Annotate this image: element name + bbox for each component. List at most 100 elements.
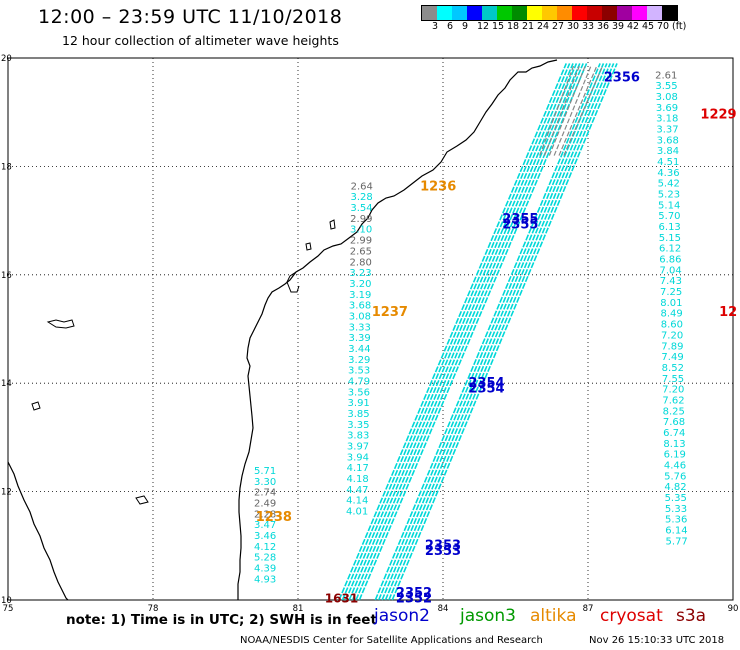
wave-height-value: 3.97 (347, 442, 369, 453)
wave-height-value: 5.35 (665, 493, 687, 504)
wave-height-value: 5.70 (658, 211, 680, 222)
wave-height-value: 3.35 (347, 420, 369, 431)
lon-tick-label: 84 (438, 604, 449, 614)
colorbar-label: 39 (612, 21, 625, 32)
swath-track-line (374, 63, 601, 601)
colorbar-unit: (ft) (672, 21, 687, 32)
wave-height-value: 3.19 (349, 290, 371, 301)
orbit-label: 2353 (425, 544, 461, 559)
wave-height-value: 8.60 (661, 320, 683, 331)
island-3 (135, 495, 149, 505)
colorbar-label: 27 (552, 21, 565, 32)
wave-height-value: 8.25 (663, 406, 685, 417)
swath-track-line (381, 63, 608, 601)
lake-1 (329, 219, 336, 230)
lon-tick-label: 78 (148, 604, 159, 614)
map-title: 12:00 – 23:59 UTC 11/10/2018 (38, 6, 343, 28)
wave-height-value: 3.91 (348, 398, 370, 409)
colorbar-swatch (662, 6, 677, 20)
swath-track-line (358, 63, 588, 601)
swath-track-line (563, 65, 604, 156)
wave-height-value: 3.44 (348, 344, 370, 355)
colorbar-label: 36 (597, 21, 610, 32)
lat-tick-label: 14 (1, 379, 12, 389)
wave-height-value: 2.28 (254, 509, 276, 520)
orbit-label: 2352 (396, 591, 432, 606)
wave-height-value: 4.47 (346, 485, 368, 496)
legend-jason3: jason3 (460, 606, 516, 626)
wave-height-value: 3.08 (656, 92, 678, 103)
map-frame (7, 57, 734, 601)
colorbar-swatch (452, 6, 467, 20)
island-2 (31, 401, 41, 411)
wave-height-value: 6.12 (659, 244, 681, 255)
wave-height-value: 2.49 (254, 498, 276, 509)
axis-tick-labels: 75 78 81 84 87 90 10 12 14 16 18 20 (1, 54, 738, 614)
colorbar-swatch (632, 6, 647, 20)
wave-height-value: 7.55 (662, 374, 684, 385)
wave-height-value: 3.68 (657, 135, 679, 146)
wave-height-value: 3.84 (657, 146, 679, 157)
wave-height-value: 4.39 (254, 563, 276, 574)
wave-height-value: 3.28 (350, 192, 372, 203)
wave-height-value: 5.33 (665, 504, 687, 515)
wave-height-value: 3.46 (254, 531, 276, 542)
wave-height-value: 3.29 (348, 355, 370, 366)
colorbar-swatch (557, 6, 572, 20)
coastline-east-india (237, 59, 558, 600)
colorbar-swatch (482, 6, 497, 20)
colorbar-label: 6 (447, 21, 454, 32)
wave-height-value: 4.18 (346, 474, 368, 485)
lat-lon-grid (8, 58, 733, 600)
swath-track-line (348, 63, 578, 601)
orbit-label: 1229 (700, 107, 736, 122)
colorbar-swatch (617, 6, 632, 20)
colorbar-swatch (647, 6, 662, 20)
orbit-label: 1238 (256, 510, 292, 525)
wave-height-value: 7.89 (661, 341, 683, 352)
orbit-label: 2354 (468, 382, 504, 397)
wave-height-value: 7.49 (661, 352, 683, 363)
wave-height-value: 3.69 (656, 103, 678, 114)
colorbar-label: 24 (537, 21, 550, 32)
wave-height-value: 3.20 (349, 279, 371, 290)
wave-height-value: 3.47 (254, 520, 276, 531)
wave-height-value: 5.71 (254, 466, 276, 477)
wave-height-value: 5.77 (666, 536, 688, 547)
wave-height-value: 3.94 (347, 452, 369, 463)
wave-height-value: 5.42 (658, 179, 680, 190)
wave-height-value: 3.85 (347, 409, 369, 420)
wave-height-value: 8.13 (663, 439, 685, 450)
orbit-label: 1631 (325, 591, 358, 605)
wave-height-value: 4.51 (657, 157, 679, 168)
wave-height-value: 3.23 (349, 268, 371, 279)
wave-height-value: 3.39 (348, 333, 370, 344)
swath-track-line (548, 65, 586, 156)
wave-height-value: 4.36 (657, 168, 679, 179)
wave-height-value: 7.43 (660, 276, 682, 287)
orbit-label: 2355 (502, 212, 538, 227)
lat-tick-label: 16 (1, 271, 12, 281)
wave-height-value: 5.23 (658, 190, 680, 201)
wave-height-value: 5.14 (658, 200, 680, 211)
swath-track-line (539, 65, 575, 156)
legend-altika: altika (530, 606, 577, 626)
swath-track-line (341, 63, 571, 601)
wave-height-value: 8.01 (660, 298, 682, 309)
wave-height-value: 2.64 (351, 181, 373, 192)
wave-height-value: 7.20 (662, 385, 684, 396)
wave-height-value: 3.10 (350, 225, 372, 236)
colorbar-swatch (437, 6, 452, 20)
lon-tick-label: 90 (728, 604, 739, 614)
wave-height-value: 7.20 (661, 330, 683, 341)
lake-2 (305, 242, 312, 251)
orbit-label: 2356 (604, 70, 640, 85)
colorbar-label: 15 (492, 21, 505, 32)
wave-height-value: 4.17 (347, 463, 369, 474)
swath-track-line (553, 65, 592, 156)
wave-height-value: 6.74 (663, 428, 685, 439)
swath-track-line (543, 65, 580, 156)
colorbar-label: 33 (582, 21, 595, 32)
